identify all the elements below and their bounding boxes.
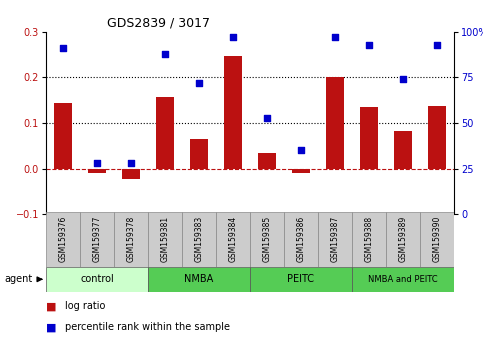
Text: GSM159389: GSM159389	[398, 216, 408, 262]
Bar	[427, 106, 446, 169]
Text: GSM159388: GSM159388	[365, 216, 373, 262]
Bar	[250, 212, 284, 267]
Bar	[46, 212, 80, 267]
Bar	[80, 212, 114, 267]
Point	[127, 160, 135, 166]
Bar	[257, 153, 276, 169]
Point	[59, 45, 67, 51]
Text: ■: ■	[46, 301, 57, 311]
Text: GDS2839 / 3017: GDS2839 / 3017	[107, 16, 210, 29]
Bar	[156, 97, 174, 169]
Text: GSM159386: GSM159386	[297, 216, 305, 262]
Text: GSM159387: GSM159387	[330, 216, 340, 262]
Bar	[87, 169, 106, 173]
Text: GSM159384: GSM159384	[228, 216, 238, 262]
Text: ■: ■	[46, 322, 57, 332]
Bar	[326, 76, 344, 169]
Text: GSM159383: GSM159383	[195, 216, 203, 262]
Text: GSM159378: GSM159378	[127, 216, 135, 262]
Bar	[352, 267, 454, 292]
Bar	[420, 212, 454, 267]
Text: GSM159377: GSM159377	[92, 216, 101, 262]
Bar	[182, 212, 216, 267]
Point	[195, 80, 203, 86]
Text: percentile rank within the sample: percentile rank within the sample	[65, 322, 230, 332]
Point	[161, 51, 169, 57]
Bar	[190, 139, 208, 169]
Point	[399, 76, 407, 82]
Bar	[148, 212, 182, 267]
Bar	[394, 131, 412, 169]
Text: GSM159390: GSM159390	[432, 216, 441, 262]
Bar	[148, 267, 250, 292]
Text: NMBA and PEITC: NMBA and PEITC	[368, 275, 438, 284]
Text: GSM159385: GSM159385	[262, 216, 271, 262]
Point	[297, 148, 305, 153]
Bar	[318, 212, 352, 267]
Text: GSM159376: GSM159376	[58, 216, 68, 262]
Bar	[292, 169, 310, 173]
Text: log ratio: log ratio	[65, 301, 106, 311]
Point	[433, 42, 441, 47]
Point	[93, 160, 101, 166]
Bar	[386, 212, 420, 267]
Bar	[224, 56, 242, 169]
Text: control: control	[80, 274, 114, 284]
Bar	[122, 169, 140, 179]
Text: GSM159381: GSM159381	[160, 216, 170, 262]
Text: NMBA: NMBA	[185, 274, 213, 284]
Text: PEITC: PEITC	[287, 274, 314, 284]
Bar	[360, 107, 378, 169]
Point	[331, 34, 339, 40]
Bar	[46, 267, 148, 292]
Bar	[114, 212, 148, 267]
Bar	[284, 212, 318, 267]
Bar	[216, 212, 250, 267]
Point	[229, 34, 237, 40]
Bar	[352, 212, 386, 267]
Bar	[54, 103, 72, 169]
Text: agent: agent	[5, 274, 33, 284]
Point	[365, 42, 373, 47]
Point	[263, 115, 271, 120]
Bar	[250, 267, 352, 292]
